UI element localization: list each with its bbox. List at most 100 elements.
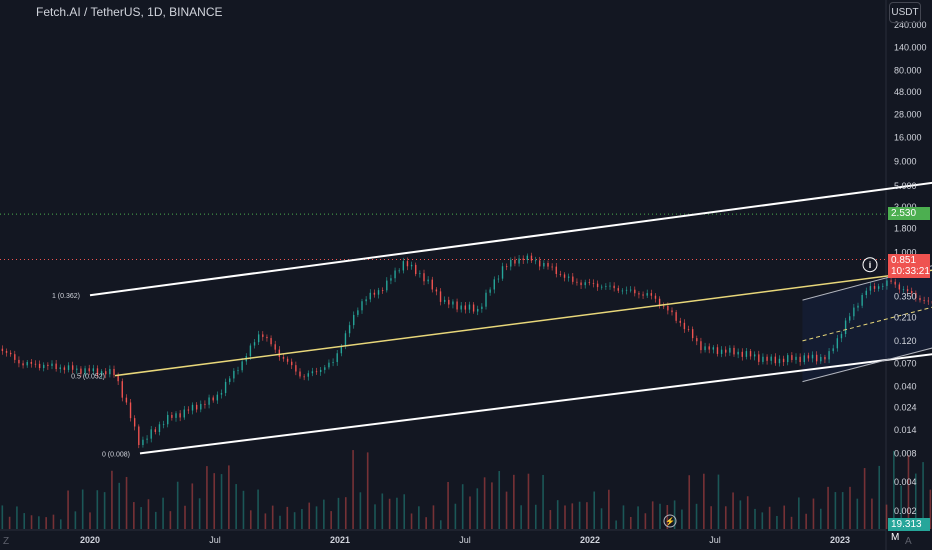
x-tick-label: Jul xyxy=(459,535,471,545)
candle-body xyxy=(109,368,111,375)
x-tick-label: 2023 xyxy=(830,535,850,545)
volume-bar xyxy=(600,508,603,529)
candle-body xyxy=(125,397,128,403)
candle-body xyxy=(865,290,867,296)
volume-bar xyxy=(688,475,691,529)
candle-body xyxy=(278,349,281,357)
candle-body xyxy=(510,259,512,267)
candle-body xyxy=(336,353,338,362)
candle-body xyxy=(340,346,343,354)
candle-body xyxy=(410,264,413,267)
volume-bar xyxy=(615,520,617,529)
candle-body xyxy=(559,273,562,275)
y-tick-label: 0.040 xyxy=(894,382,917,392)
volume-bar xyxy=(191,483,194,529)
candle-body xyxy=(691,329,694,339)
candle-body xyxy=(415,264,417,275)
volume-bar xyxy=(681,509,683,529)
candle-body xyxy=(257,334,260,343)
volume-bar xyxy=(301,509,303,529)
y-tick-label: 0.120 xyxy=(894,336,917,346)
inner-channel-lower-line xyxy=(802,347,932,383)
candle-body xyxy=(472,304,475,312)
volume-bar xyxy=(388,498,391,529)
candle-body xyxy=(328,362,330,368)
volume-bar xyxy=(710,506,712,529)
candle-body xyxy=(902,289,905,291)
countdown-tag: 10:33:21 xyxy=(888,266,930,278)
volume-bar xyxy=(439,520,442,529)
candle-body xyxy=(563,274,566,278)
candle-body xyxy=(71,365,74,370)
volume-bar xyxy=(491,482,493,529)
volume-bar xyxy=(746,496,749,529)
candle-body xyxy=(402,261,405,271)
volume-bar xyxy=(659,503,661,529)
symbol-title[interactable]: Fetch.AI / TetherUS, 1D, BINANCE xyxy=(36,5,223,19)
zoom-toggle[interactable]: Z xyxy=(3,536,10,547)
volume-bar xyxy=(381,493,384,529)
candle-body xyxy=(105,371,107,375)
volume-bar xyxy=(257,489,259,529)
volume-bar xyxy=(337,497,340,529)
candle-body xyxy=(712,347,715,350)
candle-body xyxy=(505,266,508,268)
volume-bar xyxy=(220,474,223,529)
volume-bar xyxy=(483,477,486,529)
volume-bar xyxy=(922,462,924,529)
volume-bar xyxy=(308,502,311,529)
candle-body xyxy=(332,361,334,363)
candle-body xyxy=(220,393,223,395)
candle-body xyxy=(249,345,252,357)
candle-body xyxy=(348,325,351,334)
y-tick-label: 48.000 xyxy=(894,87,922,97)
candle-body xyxy=(539,260,541,267)
volume-bar xyxy=(286,506,289,529)
candle-body xyxy=(357,310,359,315)
candle-body xyxy=(844,320,847,335)
candle-body xyxy=(233,370,235,379)
candle-body xyxy=(733,347,735,355)
candle-body xyxy=(803,355,805,363)
currency-selector[interactable]: USDT xyxy=(889,2,921,23)
candle-body xyxy=(100,371,103,376)
fib-label: 1 (0.362) xyxy=(52,293,80,300)
volume-bar xyxy=(564,505,566,529)
volume-bar xyxy=(96,490,99,529)
candle-body xyxy=(76,368,78,370)
candle-body xyxy=(299,371,301,377)
candle-body xyxy=(162,424,165,426)
volume-bar xyxy=(893,450,895,529)
candle-body xyxy=(898,284,901,290)
candle-body xyxy=(617,288,619,291)
candle-body xyxy=(158,424,161,432)
volume-bar xyxy=(293,512,296,529)
volume-bar xyxy=(556,500,559,529)
candle-body xyxy=(14,354,16,360)
candle-body xyxy=(311,371,314,374)
candle-body xyxy=(811,354,814,359)
volume-bar xyxy=(805,513,807,529)
volume-bar xyxy=(133,502,135,529)
volume-bar xyxy=(242,490,245,529)
candle-body xyxy=(787,355,789,363)
candle-body xyxy=(187,409,190,411)
volume-bar xyxy=(38,516,40,529)
volume-bar xyxy=(213,473,216,529)
y-tick-label: 9.000 xyxy=(894,156,917,166)
candle-body xyxy=(59,367,61,370)
candle-body xyxy=(34,363,37,365)
candle-body xyxy=(588,282,591,284)
candle-body xyxy=(113,368,115,376)
volume-bar xyxy=(315,506,318,529)
candle-body xyxy=(518,258,520,264)
volume-bar xyxy=(513,474,515,529)
auto-scale-toggle[interactable]: A xyxy=(905,536,912,547)
candle-body xyxy=(481,306,483,309)
candle-body xyxy=(282,356,285,359)
candle-body xyxy=(386,280,388,291)
candle-body xyxy=(741,351,743,357)
volume-bar xyxy=(271,505,274,529)
volume-bar xyxy=(118,482,121,529)
